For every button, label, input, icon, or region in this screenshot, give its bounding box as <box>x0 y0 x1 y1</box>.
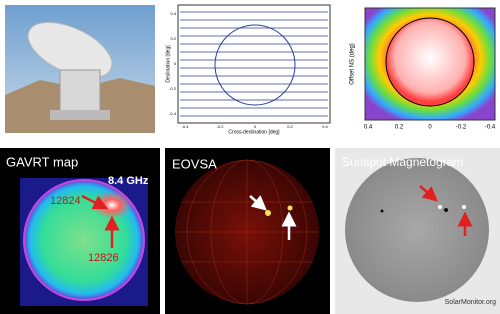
x-tick-label: -0.4 <box>485 125 496 131</box>
x-tick-label: -0.2 <box>217 124 225 129</box>
panel-title: Sunspot Magnetogram <box>342 155 463 169</box>
x-tick-label: 0.2 <box>287 124 293 129</box>
y-tick-label: -0.2 <box>169 86 177 91</box>
credit: SolarMonitor.org <box>445 299 496 306</box>
arrow <box>419 185 438 202</box>
frequency-label: 8.4 GHz <box>108 175 149 187</box>
y-tick-label: 0.2 <box>170 36 176 41</box>
region-label: 12826 <box>88 252 119 264</box>
gavrt-map: GAVRT map 8.4 GHz 12824 12826 <box>0 148 160 314</box>
x-tick-label: 0.4 <box>364 125 373 131</box>
beam-map: Offset NS (deg) 0.4 0.2 0 -0.2 -0.4 <box>350 7 496 131</box>
magnetogram: Sunspot Magnetogram SolarMonitor.org <box>335 148 500 314</box>
y-axis-label: Offset NS (deg) <box>350 43 356 85</box>
x-tick-label: 0 <box>428 125 432 131</box>
antenna-photo <box>5 5 155 133</box>
y-tick-label: 0.4 <box>170 11 176 16</box>
region-label: 12824 <box>50 195 81 207</box>
arrow <box>81 194 109 210</box>
panel-title: GAVRT map <box>6 154 78 169</box>
x-tick-label: 0 <box>254 124 257 129</box>
y-axis-label: Declination [deg] <box>165 45 171 83</box>
y-tick-label: -0.4 <box>169 111 177 116</box>
x-tick-label: 0.4 <box>322 124 328 129</box>
scan-plot: Declination [deg] Cross-declination [deg… <box>165 4 331 135</box>
panel-title: EOVSA <box>172 156 217 171</box>
x-tick-label: -0.4 <box>182 124 190 129</box>
x-tick-label: -0.2 <box>456 125 467 131</box>
x-axis-label: Cross-declination [deg] <box>228 129 280 135</box>
x-tick-label: 0.2 <box>395 125 404 131</box>
arrow <box>249 195 267 211</box>
eovsa-map: EOVSA <box>165 148 330 314</box>
y-tick-label: 0 <box>174 61 177 66</box>
